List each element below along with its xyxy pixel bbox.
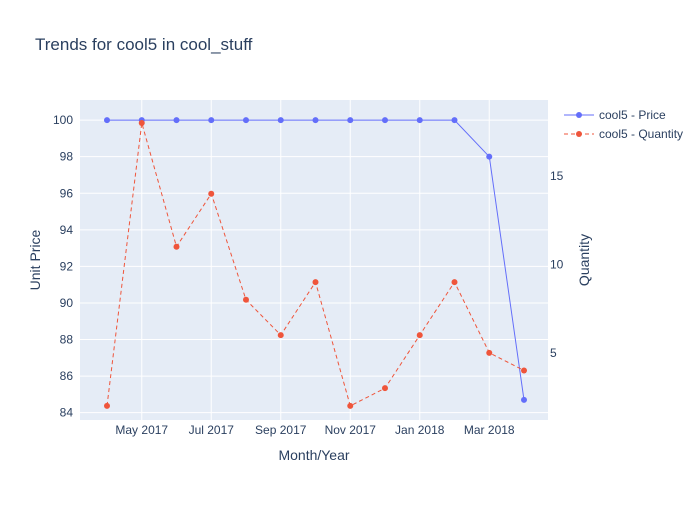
series-2-point xyxy=(521,367,527,374)
chart-title: Trends for cool5 in cool_stuff xyxy=(35,35,253,54)
series-2-point xyxy=(138,119,145,126)
series-2-point xyxy=(243,296,249,303)
y-tick-label: 86 xyxy=(60,369,74,383)
y-tick-label: 100 xyxy=(53,113,73,127)
series-1-point xyxy=(277,117,284,124)
series-1-point xyxy=(312,117,319,124)
y2-axis-title: Quantity xyxy=(576,234,592,286)
series-2-point xyxy=(173,243,180,250)
series-layer xyxy=(104,117,527,409)
y2-tick-label: 15 xyxy=(550,169,564,183)
y-tick-label: 94 xyxy=(60,223,74,237)
series-1-point xyxy=(521,396,527,403)
series-1-point xyxy=(451,117,458,124)
x-axis-title: Month/Year xyxy=(278,447,349,463)
series-2-point xyxy=(208,190,215,197)
plot-area xyxy=(80,100,548,420)
x-tick-label: Nov 2017 xyxy=(325,423,377,437)
series-1-point xyxy=(486,153,493,160)
series-2-point xyxy=(416,332,423,339)
series-2-point xyxy=(382,385,388,392)
series-1-point xyxy=(416,117,423,124)
series-2-point xyxy=(347,402,354,409)
series-2-point xyxy=(312,279,319,286)
series-1-point xyxy=(243,117,249,124)
y-tick-label: 90 xyxy=(60,296,74,310)
series-1-point xyxy=(208,117,215,124)
grid-layer xyxy=(80,100,548,420)
x-tick-label: May 2017 xyxy=(115,423,168,437)
x-tick-label: Sep 2017 xyxy=(255,423,307,437)
y-tick-label: 96 xyxy=(60,186,74,200)
series-1-point xyxy=(104,117,110,124)
y2-tick-label: 5 xyxy=(550,346,557,360)
legend: cool5 - Price cool5 - Quantity xyxy=(564,108,683,141)
series-2-point xyxy=(486,349,493,356)
x-tick-label: Jan 2018 xyxy=(395,423,445,437)
x-tick-label: Mar 2018 xyxy=(464,423,515,437)
series-2-point xyxy=(277,332,284,339)
y-tick-label: 98 xyxy=(60,150,74,164)
legend-item[interactable]: cool5 - Quantity xyxy=(564,127,683,141)
series-2-point xyxy=(104,402,110,409)
series-2-point xyxy=(451,279,458,286)
y-tick-label: 92 xyxy=(60,259,74,273)
y-tick-label: 88 xyxy=(60,333,74,347)
x-tick-label: Jul 2017 xyxy=(189,423,235,437)
y-tick-label: 84 xyxy=(60,406,74,420)
legend-marker xyxy=(576,112,582,118)
axis-layer: 84 86 88 90 92 94 96 98 100 May 2017 Jul 2017 Sep 2… xyxy=(53,113,564,437)
series-1-point xyxy=(347,117,354,124)
series-1-point xyxy=(382,117,388,124)
legend-item[interactable]: cool5 - Price xyxy=(564,108,666,122)
legend-label: cool5 - Quantity xyxy=(599,127,683,141)
series-1-point xyxy=(173,117,180,124)
legend-label: cool5 - Price xyxy=(599,108,666,122)
y2-tick-label: 10 xyxy=(550,257,564,271)
legend-marker xyxy=(576,131,582,137)
y-axis-title: Unit Price xyxy=(27,229,43,290)
